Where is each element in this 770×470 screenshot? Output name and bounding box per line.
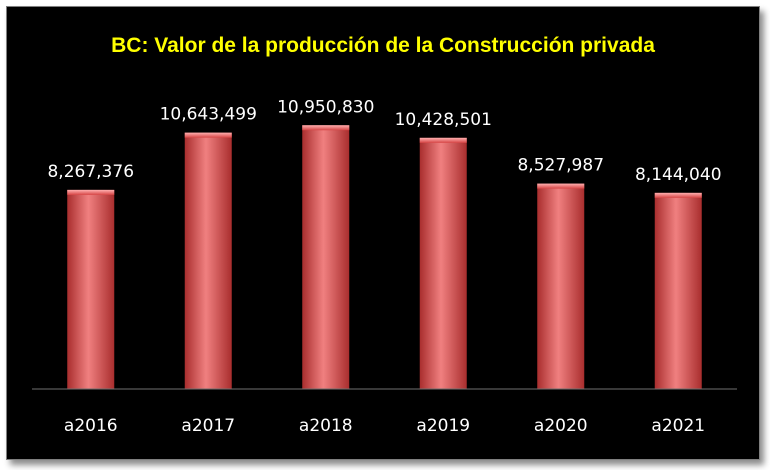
bar-a2019 [419, 137, 467, 389]
value-label-a2020: 8,527,987 [517, 156, 604, 176]
value-label-a2019: 10,428,501 [395, 110, 492, 130]
bar-cap-a2020 [537, 183, 585, 189]
chart-frame: BC: Valor de la producción de la Constru… [6, 6, 760, 460]
bar-cap-a2021 [654, 192, 702, 198]
value-label-a2017: 10,643,499 [160, 105, 257, 125]
bar-a2020 [537, 183, 585, 389]
x-tick-label-a2020: a2020 [534, 416, 588, 436]
bar-a2021 [654, 192, 702, 389]
value-labels-group: 8,267,376 10,643,499 10,950,830 10,428,501 8… [47, 97, 721, 185]
bar-cap-a2016 [67, 189, 115, 195]
x-tick-label-a2018: a2018 [299, 416, 353, 436]
x-tick-labels-group: a2016 a2017 a2018 a2019 a2020 a2021 [64, 416, 705, 436]
x-tick-label-a2016: a2016 [64, 416, 118, 436]
bar-cap-a2019 [419, 137, 467, 143]
x-tick-label-a2019: a2019 [416, 416, 470, 436]
value-label-a2018: 10,950,830 [277, 97, 374, 117]
bar-chart: 8,267,376 10,643,499 10,950,830 10,428,501 8… [32, 97, 737, 436]
x-tick-label-a2017: a2017 [181, 416, 235, 436]
bars-group [67, 125, 702, 390]
bar-a2018 [302, 125, 350, 390]
chart-title: BC: Valor de la producción de la Constru… [111, 34, 655, 57]
x-tick-label-a2021: a2021 [651, 416, 705, 436]
bar-a2016 [67, 189, 115, 389]
bar-cap-a2018 [302, 125, 350, 131]
value-label-a2016: 8,267,376 [47, 162, 134, 182]
bar-cap-a2017 [184, 132, 232, 138]
bar-a2017 [184, 132, 232, 390]
value-label-a2021: 8,144,040 [635, 165, 722, 185]
